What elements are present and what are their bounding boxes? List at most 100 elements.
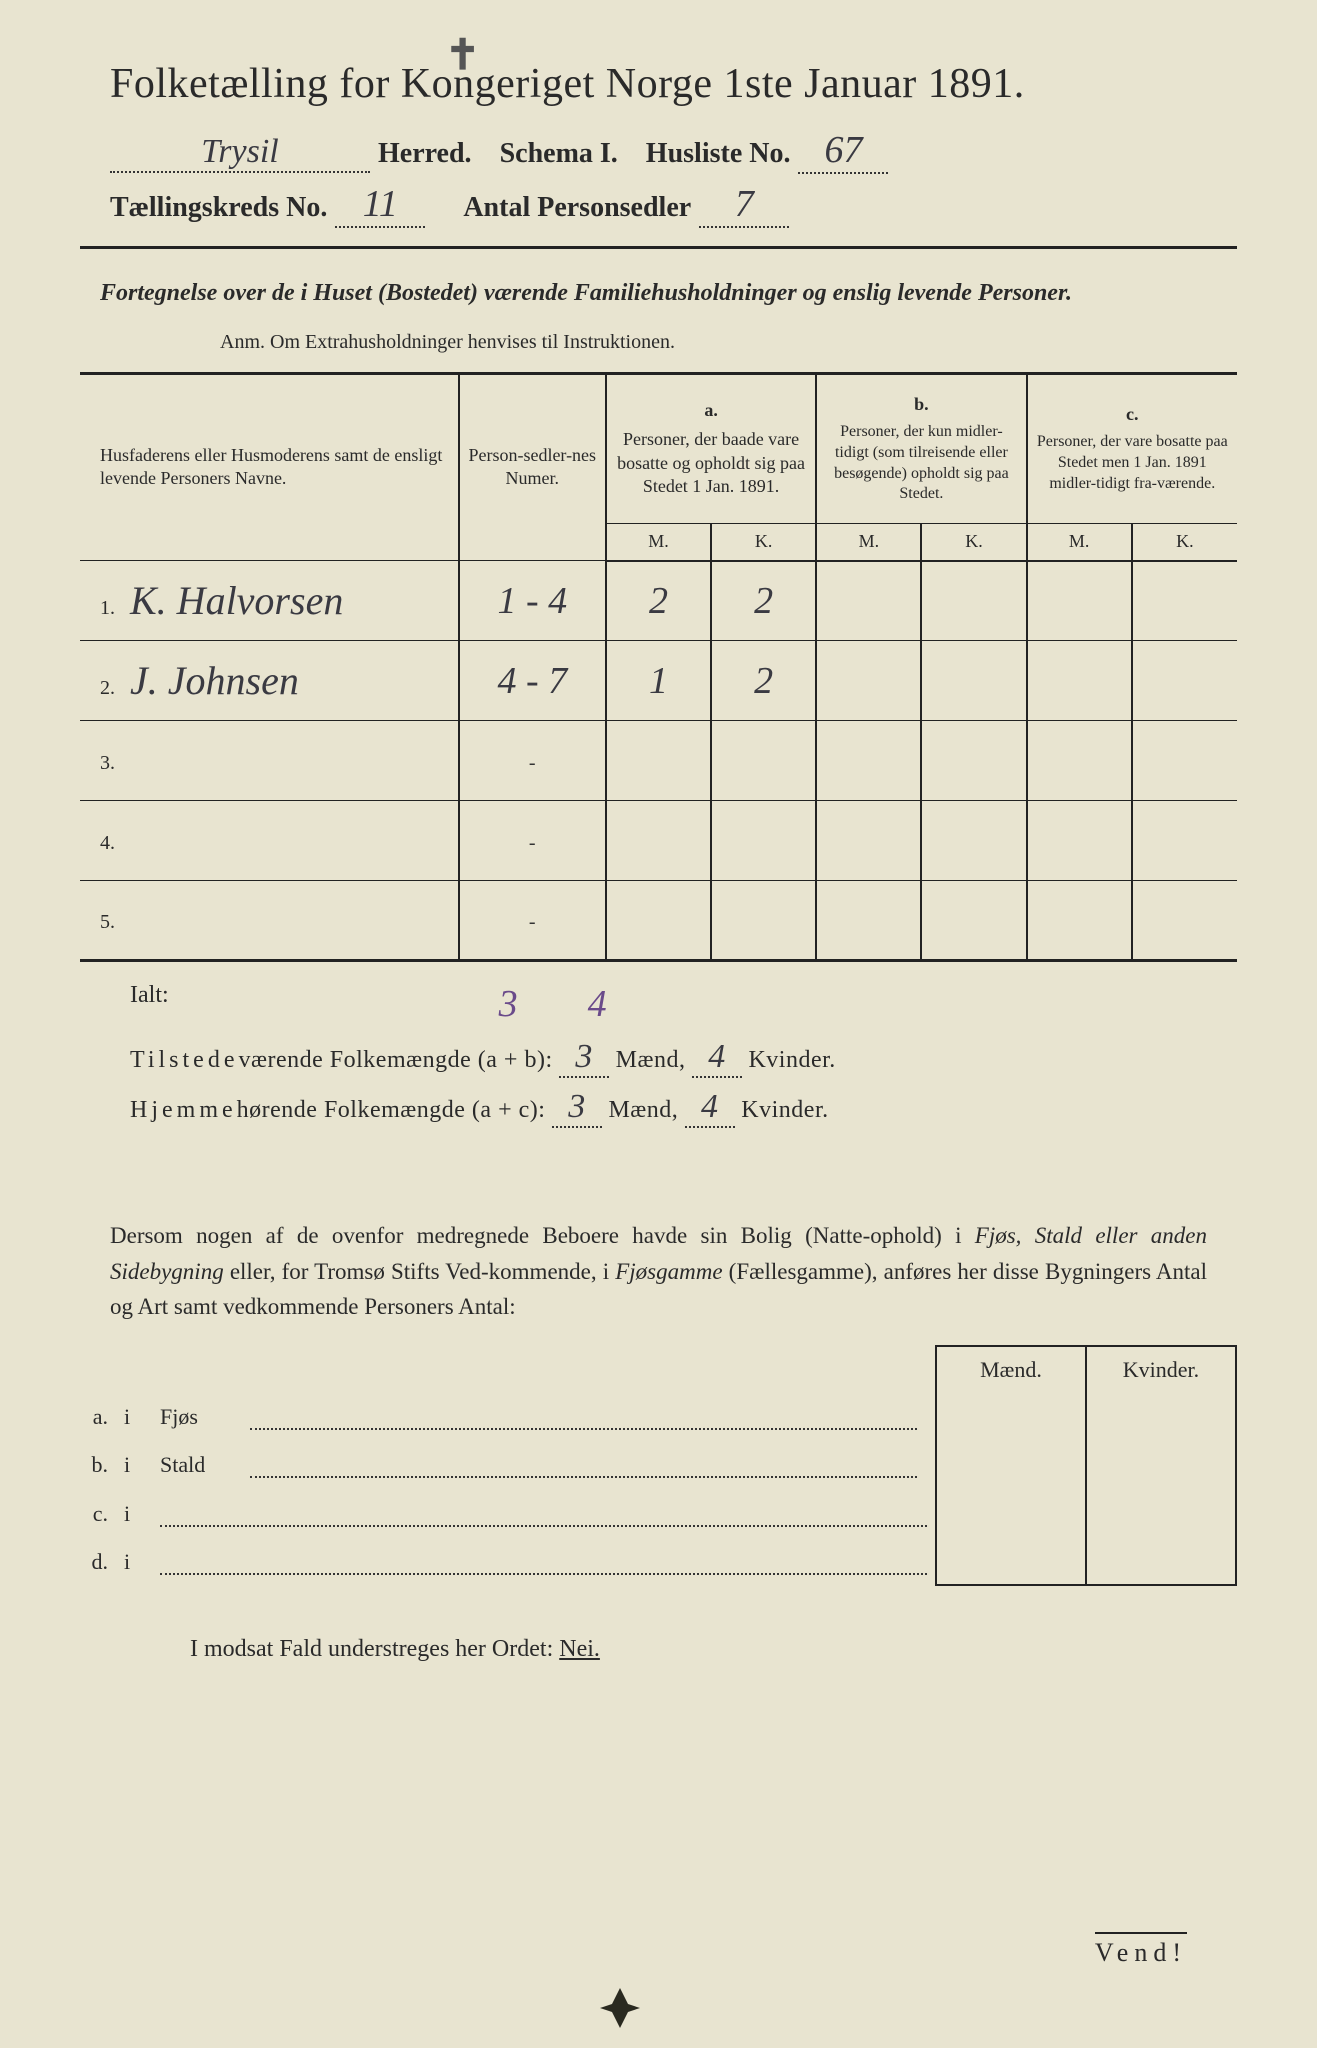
bldg-m: [936, 1488, 1086, 1537]
note-p2: eller, for Tromsø Stifts Ved-kommende, i: [224, 1259, 616, 1284]
row-aM: [606, 721, 711, 801]
bldg-row: b. i Stald: [80, 1440, 1236, 1489]
bldg-letter: d.: [80, 1537, 116, 1586]
nei-line: I modsat Fald understreges her Ordet: Ne…: [80, 1636, 1237, 1663]
kreds-label: Tællingskreds No.: [110, 192, 327, 224]
row-aM: 1: [649, 660, 668, 702]
nei-word: Nei.: [559, 1636, 600, 1662]
bldg-name: Stald: [160, 1452, 250, 1478]
bldg-name: Fjøs: [160, 1404, 250, 1430]
bldg-k: [1086, 1537, 1236, 1586]
bldg-row: a. i Fjøs: [80, 1391, 1236, 1440]
bldg-kvinder-header: Kvinder.: [1086, 1346, 1236, 1391]
row-cK: [1132, 801, 1237, 881]
note-block: Dersom nogen af de ovenfor medregnede Be…: [80, 1218, 1237, 1325]
bldg-i: i: [116, 1537, 152, 1586]
row-aK: [711, 881, 816, 961]
totals-block: Ialt: 3 4 Tilstedeværende Folkemængde (a…: [80, 982, 1237, 1128]
col-c-text: Personer, der vare bosatte paa Stedet me…: [1036, 432, 1229, 494]
header-line-2: Tællingskreds No. 11 Antal Personsedler …: [80, 182, 1237, 228]
husliste-value: 67: [798, 128, 888, 174]
row-cM: [1027, 881, 1132, 961]
row-aM: [606, 881, 711, 961]
row-bM: [816, 641, 921, 721]
tilstede-a: Tilstede: [130, 1047, 238, 1073]
dotted-line: [160, 1498, 927, 1527]
table-body: 1. K. Halvorsen 1 - 4 2 2 2. J. Johnsen …: [80, 561, 1237, 961]
vend-label: Vend!: [1095, 1932, 1187, 1968]
col-c-letter: c.: [1036, 403, 1229, 426]
bldg-row: c. i: [80, 1488, 1236, 1537]
col-a-m: M.: [606, 524, 711, 561]
row-bM: [816, 721, 921, 801]
col-a-letter: a.: [615, 399, 807, 422]
col-b-k: K.: [921, 524, 1026, 561]
instruction-main: Fortegnelse over de i Huset (Bostedet) v…: [80, 267, 1237, 321]
census-form-page: ✝ Folketælling for Kongeriget Norge 1ste…: [80, 60, 1237, 1988]
household-table: Husfaderens eller Husmoderens samt de en…: [80, 372, 1237, 962]
antal-value: 7: [699, 182, 789, 228]
cross-annotation: ✝: [445, 30, 480, 80]
row-bK: [921, 881, 1026, 961]
row-bK: [921, 721, 1026, 801]
nei-text: I modsat Fald understreges her Ordet:: [190, 1636, 559, 1662]
hjemme-m: 3: [552, 1088, 602, 1128]
dotted-line: [160, 1547, 927, 1576]
sum-aM: 3: [499, 982, 518, 1026]
bldg-letter: a.: [80, 1391, 116, 1440]
note-p1: Dersom nogen af de ovenfor medregnede Be…: [110, 1223, 975, 1248]
table-row: 2. J. Johnsen 4 - 7 1 2: [80, 641, 1237, 721]
row-bK: [921, 561, 1026, 641]
bldg-k: [1086, 1391, 1236, 1440]
ialt-label: Ialt:: [130, 982, 169, 1026]
row-num: 2.: [100, 677, 123, 699]
row-cM: [1027, 641, 1132, 721]
herred-value: Trysil: [110, 133, 370, 173]
row-num: 1.: [100, 597, 123, 619]
row-cK: [1132, 561, 1237, 641]
col-c-k: K.: [1132, 524, 1237, 561]
row-nums: -: [529, 911, 536, 933]
row-aM: 2: [649, 580, 668, 622]
antal-label: Antal Personsedler: [463, 192, 691, 224]
bldg-m: [936, 1391, 1086, 1440]
row-aK: [711, 801, 816, 881]
col-header-names: Husfaderens eller Husmoderens samt de en…: [80, 373, 459, 560]
tilstede-line: Tilstedeværende Folkemængde (a + b): 3 M…: [130, 1038, 1237, 1078]
row-cM: [1027, 721, 1132, 801]
kvinder-label: Kvinder.: [748, 1047, 835, 1073]
row-bM: [816, 561, 921, 641]
row-aK: 2: [754, 580, 773, 622]
hjemme-k: 4: [685, 1088, 735, 1128]
divider: [80, 246, 1237, 249]
instruction-anm: Anm. Om Extrahusholdninger henvises til …: [80, 331, 1237, 354]
row-nums: 1 - 4: [497, 580, 567, 622]
table-row: 4. -: [80, 801, 1237, 881]
tilstede-m: 3: [559, 1038, 609, 1078]
row-bM: [816, 881, 921, 961]
col-header-b: b. Personer, der kun midler-tidigt (som …: [816, 373, 1026, 524]
row-name: K. Halvorsen: [130, 578, 343, 623]
col-b-m: M.: [816, 524, 921, 561]
maend-label: Mænd,: [616, 1047, 686, 1073]
row-nums: 4 - 7: [497, 660, 567, 702]
table-row: 1. K. Halvorsen 1 - 4 2 2: [80, 561, 1237, 641]
col-a-text: Personer, der baade vare bosatte og opho…: [615, 428, 807, 498]
document-title: Folketælling for Kongeriget Norge 1ste J…: [80, 60, 1237, 108]
row-cK: [1132, 881, 1237, 961]
bldg-letter: c.: [80, 1488, 116, 1537]
note-p2i: Fjøsgamme: [615, 1259, 722, 1284]
bldg-i: i: [116, 1391, 152, 1440]
bldg-k: [1086, 1440, 1236, 1489]
hjemme-line: Hjemmehørende Folkemængde (a + c): 3 Mæn…: [130, 1088, 1237, 1128]
maend-label: Mænd,: [608, 1097, 678, 1123]
tilstede-k: 4: [692, 1038, 742, 1078]
tilstede-b: værende Folkemængde (a + b):: [238, 1047, 552, 1073]
sum-aK: 4: [588, 982, 607, 1026]
row-aK: [711, 721, 816, 801]
row-name: J. Johnsen: [130, 658, 299, 703]
herred-label: Herred.: [378, 138, 472, 170]
bldg-row: d. i: [80, 1537, 1236, 1586]
kvinder-label: Kvinder.: [741, 1097, 828, 1123]
row-nums: -: [529, 752, 536, 774]
